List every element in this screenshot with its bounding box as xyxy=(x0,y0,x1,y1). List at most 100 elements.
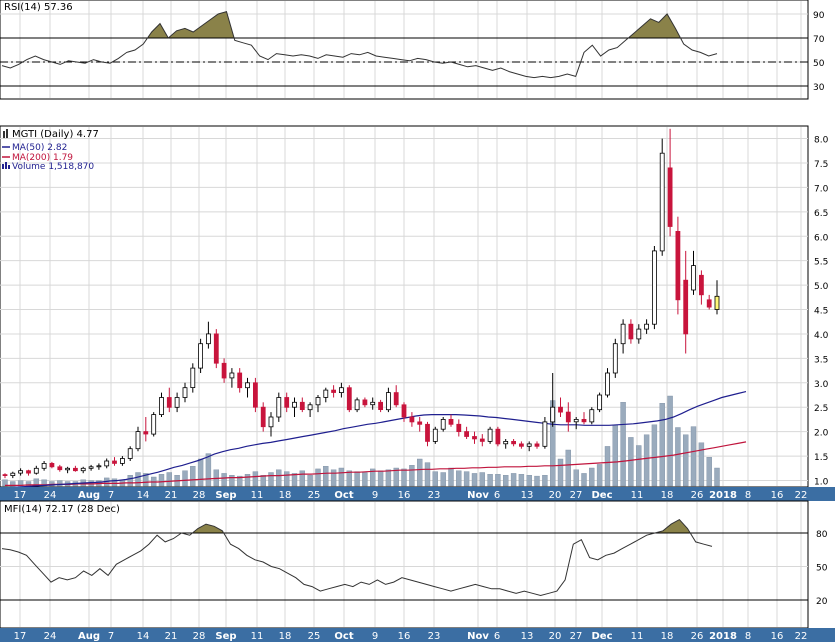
candle-body xyxy=(550,406,556,423)
candle-body xyxy=(143,431,149,435)
x-axis-label: 9 xyxy=(372,490,378,501)
rsi-fill-area xyxy=(168,11,235,38)
volume-bar xyxy=(557,458,564,487)
volume-bar xyxy=(57,480,63,487)
candle-body xyxy=(699,274,704,296)
volume-bar xyxy=(565,449,571,487)
candle xyxy=(495,426,501,447)
candle-body xyxy=(120,458,125,464)
volume-bar xyxy=(698,442,705,487)
volume-bar xyxy=(197,458,204,487)
volume-bar xyxy=(714,467,720,487)
candle xyxy=(456,419,462,437)
candle xyxy=(667,128,673,237)
x-axis-label: 27 xyxy=(570,490,583,501)
candle xyxy=(628,319,634,344)
candle xyxy=(96,463,102,470)
price-tick-label: 3.5 xyxy=(814,355,828,365)
rsi-tick-label: 50 xyxy=(813,59,825,69)
volume-bar xyxy=(252,471,259,487)
volume-bar xyxy=(229,475,235,487)
mfi-overbought-fill xyxy=(192,519,691,533)
candle xyxy=(644,319,649,334)
x-axis-label: 16 xyxy=(771,490,784,501)
candle xyxy=(331,385,337,398)
x-axis-label: Oct xyxy=(334,631,353,642)
candle-body xyxy=(229,372,235,379)
mfi-line xyxy=(1,518,713,597)
x-axis-label: 21 xyxy=(165,490,178,501)
candle xyxy=(652,246,657,330)
x-axis-label: 23 xyxy=(428,490,441,501)
x-axis-label: 18 xyxy=(661,490,674,501)
candle xyxy=(487,426,493,444)
volume-bar xyxy=(487,474,493,487)
volume-bars xyxy=(2,395,720,487)
candle xyxy=(127,446,133,461)
candle-body xyxy=(213,333,219,364)
candle xyxy=(534,441,540,449)
candle xyxy=(659,138,665,256)
candle-icon xyxy=(3,129,8,138)
candle-body xyxy=(26,470,31,474)
x-axis-label: 17 xyxy=(14,631,27,642)
x-axis-label: 27 xyxy=(570,631,583,642)
volume-bar xyxy=(401,468,407,487)
volume-bar xyxy=(518,474,525,487)
candle-body xyxy=(526,443,532,447)
candle-body xyxy=(354,399,360,411)
volume-bar xyxy=(628,437,634,487)
candle-body xyxy=(714,295,720,310)
candle xyxy=(237,368,243,393)
x-axis-label: 16 xyxy=(398,631,411,642)
mfi-fill-area xyxy=(192,524,224,533)
candle-body xyxy=(159,397,164,416)
x-axis-label: 14 xyxy=(137,631,150,642)
volume-bar xyxy=(291,473,298,487)
volume-bar xyxy=(385,469,392,487)
volume-bar xyxy=(471,473,478,487)
price-tick-label: 2.0 xyxy=(814,429,829,439)
rsi-axis-ticks: 90 70 50 30 xyxy=(813,11,825,93)
price-tick-label: 1.0 xyxy=(814,478,829,488)
candle-body xyxy=(479,438,485,442)
x-axis-label: 8 xyxy=(745,631,751,642)
volume-bar xyxy=(636,445,642,487)
candle-body xyxy=(57,466,63,471)
x-axis-label: 8 xyxy=(745,490,751,501)
volume-bar xyxy=(463,471,470,487)
x-axis-label: 6 xyxy=(494,631,500,642)
x-axis-label: 21 xyxy=(165,631,178,642)
x-axis-label: 11 xyxy=(631,631,644,642)
rsi-tick-label: 30 xyxy=(813,83,825,93)
candle xyxy=(714,280,720,315)
candle xyxy=(151,412,157,437)
candle-body xyxy=(425,423,430,442)
candle-body xyxy=(464,431,470,437)
x-axis-label: 18 xyxy=(279,490,292,501)
candle-body xyxy=(276,397,282,418)
volume-bar xyxy=(573,469,579,487)
x-axis-labels-bottom: 17 24 Aug 7 14 21 28 Sep 11 18 25 Oct 9 16 23 Nov 6 13 20 2… xyxy=(14,631,808,642)
candle xyxy=(472,431,477,444)
candle xyxy=(88,464,94,471)
candle xyxy=(112,457,117,466)
candle xyxy=(159,392,164,417)
rsi-line xyxy=(1,10,718,79)
candle xyxy=(182,382,188,403)
x-axis-label: 13 xyxy=(521,631,534,642)
candle xyxy=(385,387,391,413)
candle-body xyxy=(558,406,563,413)
candle-body xyxy=(644,323,649,330)
x-axis-label: 20 xyxy=(549,631,562,642)
mfi-tick-label: 50 xyxy=(816,564,828,574)
candle xyxy=(479,434,485,447)
candle xyxy=(190,363,196,393)
volume-bar xyxy=(346,470,352,487)
x-axis-label: 11 xyxy=(631,490,644,501)
volume-bar xyxy=(190,466,196,487)
candle-body xyxy=(417,421,423,425)
mfi-fill-area xyxy=(654,519,691,533)
candle-body xyxy=(503,440,509,445)
volume-bar xyxy=(143,473,149,487)
